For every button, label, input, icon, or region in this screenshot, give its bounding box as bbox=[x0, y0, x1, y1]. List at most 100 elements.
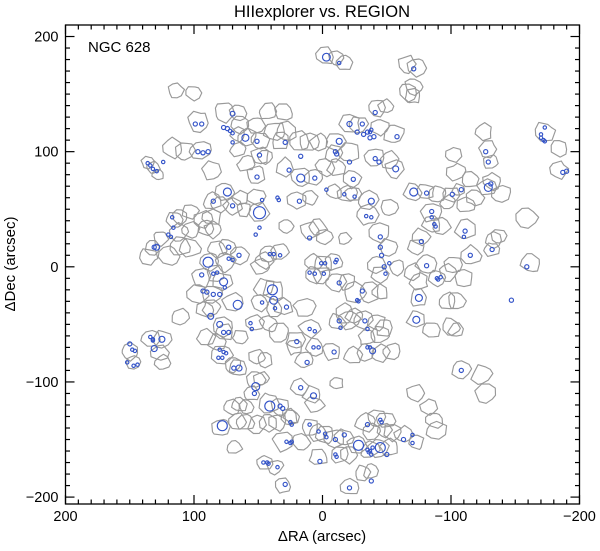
region-circle bbox=[369, 452, 374, 457]
region-circle bbox=[336, 280, 342, 286]
hii-region-polygon bbox=[257, 352, 273, 369]
hii-region-polygon bbox=[549, 160, 570, 180]
hii-region-polygon bbox=[448, 292, 467, 310]
region-circle bbox=[542, 139, 548, 144]
region-circle bbox=[298, 385, 304, 391]
region-circle bbox=[216, 420, 228, 432]
hii-region-polygon bbox=[342, 170, 363, 190]
hii-region-polygon bbox=[378, 437, 398, 456]
region-circle bbox=[359, 121, 365, 127]
region-circle bbox=[367, 197, 375, 205]
region-circle bbox=[231, 365, 237, 371]
hii-region-polygon bbox=[224, 357, 242, 374]
hii-region-polygon bbox=[126, 355, 142, 370]
region-circle bbox=[254, 174, 260, 180]
region-circle bbox=[372, 155, 378, 162]
hii-region-polygon bbox=[419, 203, 443, 223]
hii-region-polygon bbox=[346, 435, 368, 454]
x-tick-label: 200 bbox=[53, 509, 77, 525]
hii-region-polygon bbox=[301, 418, 318, 436]
region-circle bbox=[336, 60, 342, 66]
region-circle bbox=[226, 256, 231, 261]
region-circle bbox=[307, 422, 312, 427]
region-circle bbox=[235, 364, 243, 372]
region-circle bbox=[211, 271, 216, 276]
hii-region-polygon bbox=[285, 332, 307, 349]
hii-region-polygon bbox=[315, 229, 334, 246]
region-circle bbox=[252, 206, 267, 220]
region-circle bbox=[365, 345, 370, 350]
region-circle bbox=[542, 125, 548, 130]
region-circle bbox=[356, 299, 361, 304]
hii-region-polygon bbox=[187, 110, 209, 134]
region-circle bbox=[148, 163, 153, 168]
region-circle bbox=[269, 295, 279, 305]
hii-region-polygon bbox=[484, 231, 502, 249]
hii-region-polygon bbox=[491, 184, 512, 203]
region-circle bbox=[311, 345, 316, 350]
hii-region-polygon bbox=[461, 170, 480, 188]
x-tick-labels: 200 100 0 −100 −200 bbox=[53, 509, 595, 525]
region-circle bbox=[429, 208, 435, 215]
hii-region-polygon bbox=[229, 141, 247, 158]
region-circle bbox=[379, 419, 384, 425]
hii-region-polygon bbox=[369, 119, 390, 137]
region-circle bbox=[226, 329, 232, 336]
y-tick-label: 100 bbox=[34, 145, 58, 161]
hii-region-polygon bbox=[195, 327, 217, 346]
region-circle bbox=[467, 252, 473, 258]
region-circle bbox=[224, 125, 231, 132]
hii-region-polygon bbox=[470, 364, 494, 385]
region-circle bbox=[307, 326, 312, 332]
hii-region-polygon bbox=[165, 212, 184, 228]
hii-region-polygon bbox=[246, 188, 267, 207]
hii-region-polygon bbox=[326, 158, 347, 176]
hii-region-polygon bbox=[355, 464, 372, 482]
region-circle bbox=[219, 277, 229, 287]
region-circle bbox=[384, 451, 390, 458]
hii-region-polygon bbox=[427, 269, 447, 288]
region-circle bbox=[264, 400, 276, 412]
y-axis-label: ΔDec (arcsec) bbox=[2, 216, 19, 311]
hii-region-polygon bbox=[259, 245, 277, 263]
hii-region-polygon bbox=[289, 377, 310, 397]
hii-region-polygon bbox=[328, 50, 345, 66]
x-tick-label: −200 bbox=[563, 509, 596, 525]
hii-region-polygon bbox=[422, 322, 441, 338]
region-circle bbox=[392, 165, 400, 173]
hii-region-polygon bbox=[185, 86, 203, 102]
region-circle bbox=[171, 225, 176, 230]
x-axis-label: ΔRA (arcsec) bbox=[278, 528, 366, 545]
hii-region-polygon bbox=[465, 189, 486, 207]
hii-region-polygon bbox=[146, 160, 161, 174]
region-circle bbox=[169, 215, 175, 220]
hii-region-polygon bbox=[451, 182, 465, 196]
hii-region-polygon bbox=[247, 414, 267, 435]
region-circle bbox=[249, 326, 255, 332]
region-circle bbox=[458, 367, 464, 374]
hii-region-polygon bbox=[451, 360, 473, 380]
region-circle bbox=[458, 187, 464, 193]
hii-region-polygon bbox=[286, 191, 307, 210]
region-circle bbox=[220, 329, 227, 336]
region-circle bbox=[271, 251, 276, 257]
hii-region-polygon bbox=[425, 420, 448, 440]
region-circle bbox=[435, 277, 441, 282]
hii-region-polygon bbox=[410, 287, 427, 307]
hii-region-polygon bbox=[344, 307, 364, 324]
region-circle bbox=[304, 359, 310, 366]
region-circle bbox=[222, 187, 232, 197]
region-circle bbox=[429, 215, 434, 220]
hii-region-polygon bbox=[474, 122, 492, 142]
hii-region-polygon bbox=[405, 310, 425, 328]
hii-region-polygon bbox=[278, 219, 295, 234]
region-circle bbox=[214, 270, 220, 275]
hii-region-polygon bbox=[460, 244, 483, 265]
region-circle bbox=[324, 187, 329, 192]
region-point-layer bbox=[124, 52, 570, 491]
hii-region-polygon bbox=[228, 104, 248, 122]
hii-region-polygon bbox=[338, 231, 353, 245]
region-circle bbox=[286, 167, 292, 173]
region-circle bbox=[400, 436, 407, 443]
